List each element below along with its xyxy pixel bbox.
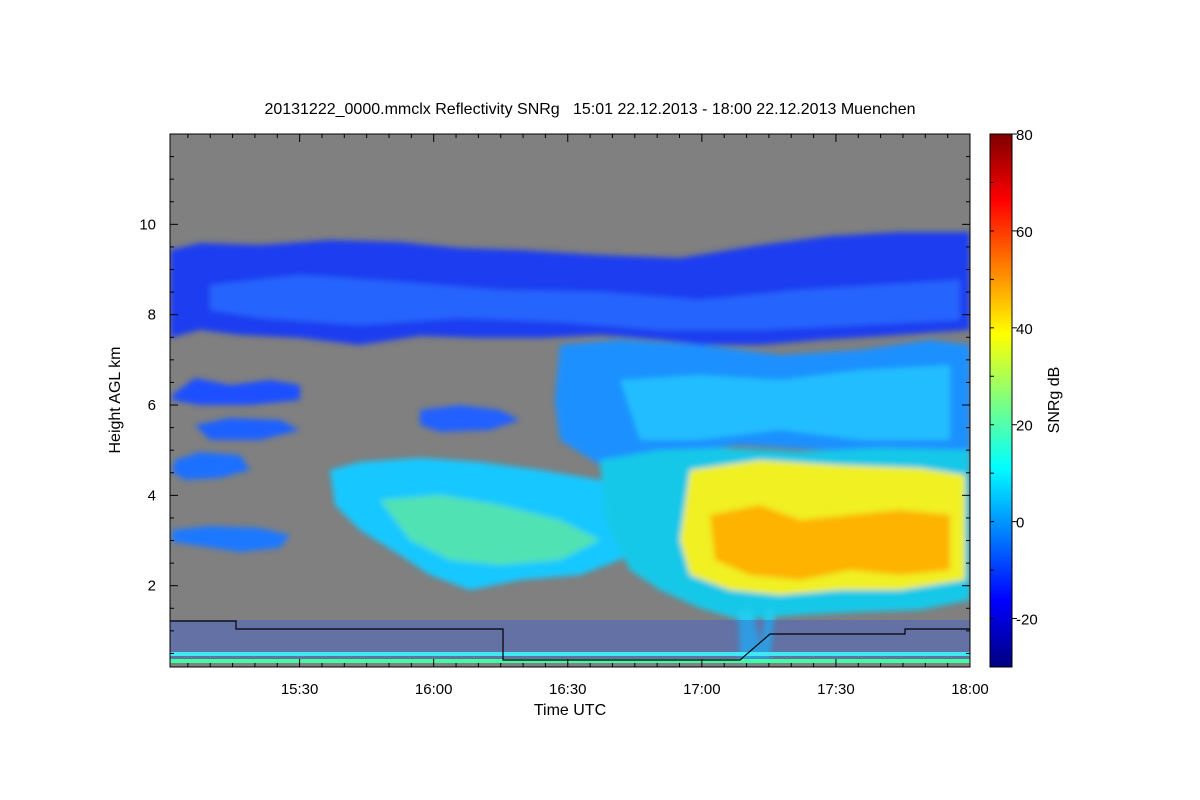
x-tick-label: 16:00 bbox=[415, 681, 453, 698]
echo-layer-5-5km bbox=[195, 418, 300, 440]
x-tick-label: 16:30 bbox=[549, 681, 587, 698]
colorbar-tick-label: -20 bbox=[1016, 612, 1038, 629]
y-tick-label: 10 bbox=[139, 216, 156, 233]
x-axis: 15:30 16:00 16:30 17:00 17:30 18:00 bbox=[187, 134, 989, 698]
y-tick-label: 8 bbox=[148, 307, 156, 324]
colorbar-title: SNRg dB bbox=[1046, 367, 1063, 434]
x-tick-label: 15:30 bbox=[281, 681, 319, 698]
y-axis: 2 4 6 8 10 bbox=[139, 133, 970, 654]
colorbar-tick-label: 0 bbox=[1016, 515, 1024, 532]
colorbar-tick-label: 40 bbox=[1016, 321, 1033, 338]
echo-layer-6km-b bbox=[420, 405, 520, 432]
y-tick-label: 2 bbox=[148, 578, 156, 595]
echo-fallstreak bbox=[738, 610, 765, 662]
cloud-base-line bbox=[170, 620, 970, 661]
echo-upper-inner bbox=[210, 275, 960, 330]
echo-layers bbox=[170, 232, 970, 662]
chart-title: 20131222_0000.mmclx Reflectivity SNRg 15… bbox=[264, 101, 915, 118]
y-tick-label: 4 bbox=[148, 487, 156, 504]
x-tick-label: 18:00 bbox=[951, 681, 989, 698]
colorbar-tick-label: 20 bbox=[1016, 418, 1033, 435]
echo-precipitation-inner bbox=[380, 495, 600, 565]
x-axis-title: Time UTC bbox=[534, 702, 606, 719]
echo-fallstreak-b bbox=[760, 610, 775, 660]
echo-midlevel-inner bbox=[620, 365, 950, 440]
echo-layer-5km bbox=[172, 452, 250, 480]
x-tick-label: 17:30 bbox=[817, 681, 855, 698]
clutter-line-1 bbox=[170, 652, 970, 656]
x-tick-label: 17:00 bbox=[683, 681, 721, 698]
ground-clutter bbox=[170, 620, 970, 663]
colorbar-ticks: -20 0 20 40 60 80 bbox=[990, 127, 1038, 668]
echo-strong-core-orange bbox=[710, 505, 950, 580]
colorbar bbox=[989, 133, 1013, 668]
y-tick-label: 6 bbox=[148, 397, 156, 414]
clutter-line-2 bbox=[170, 659, 970, 663]
colorbar-tick-label: 60 bbox=[1016, 224, 1033, 241]
colorbar-tick-label: 80 bbox=[1016, 127, 1033, 144]
plot-frame bbox=[169, 133, 971, 668]
y-axis-title: Height AGL km bbox=[107, 346, 124, 453]
echo-layer-3km bbox=[172, 526, 290, 552]
echo-layer-6km bbox=[172, 378, 300, 405]
